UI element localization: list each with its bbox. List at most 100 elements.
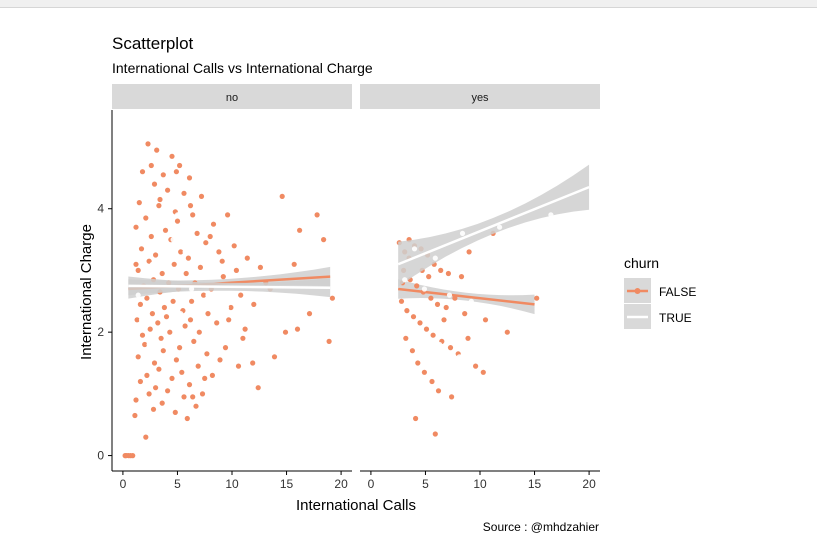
point-false <box>181 394 187 400</box>
point-false <box>151 181 158 187</box>
point-true <box>172 329 178 335</box>
point-false <box>142 341 148 348</box>
point-false <box>183 270 189 277</box>
x-tick-label: 15 <box>528 477 542 491</box>
point-false <box>225 212 231 218</box>
point-false <box>219 258 225 264</box>
point-true <box>402 277 408 283</box>
point-false <box>430 332 436 338</box>
point-false <box>199 391 206 397</box>
point-true <box>497 224 503 230</box>
point-false <box>294 326 301 332</box>
point-false <box>179 369 185 375</box>
series-true-no <box>128 206 331 372</box>
point-false <box>291 261 297 267</box>
point-false <box>429 378 435 385</box>
point-false <box>137 378 143 385</box>
x-tick-label: 5 <box>174 477 181 491</box>
point-false <box>132 412 138 419</box>
point-true <box>479 255 485 261</box>
point-false <box>404 308 410 314</box>
point-true <box>405 206 411 212</box>
point-false <box>154 147 160 153</box>
point-false <box>173 357 179 363</box>
x-tick-label: 20 <box>582 477 596 491</box>
point-false <box>250 360 256 366</box>
point-false <box>203 240 209 246</box>
point-false <box>214 320 220 326</box>
point-false <box>197 264 203 270</box>
point-false <box>255 385 261 391</box>
point-false <box>217 357 223 363</box>
point-false <box>482 317 489 323</box>
point-false <box>172 409 178 415</box>
point-false <box>173 169 179 175</box>
point-true <box>174 212 181 218</box>
point-false <box>257 264 263 270</box>
point-false <box>159 400 165 406</box>
point-false <box>160 348 166 354</box>
point-false <box>186 175 193 181</box>
point-true <box>398 150 405 156</box>
point-true <box>146 341 152 348</box>
point-false <box>222 345 229 351</box>
point-false <box>150 406 157 412</box>
facet-strip-label-yes: yes <box>471 92 489 104</box>
point-false <box>134 317 140 323</box>
point-false <box>329 295 335 301</box>
point-false <box>279 193 285 199</box>
y-tick-label: 2 <box>97 325 104 339</box>
point-false <box>409 348 415 354</box>
point-false <box>190 394 196 400</box>
point-false <box>202 375 208 381</box>
point-true <box>390 366 396 372</box>
point-false <box>403 335 409 341</box>
point-false <box>201 292 207 298</box>
point-false <box>435 388 442 394</box>
point-false <box>187 203 194 209</box>
point-true <box>453 187 459 193</box>
point-false <box>231 243 237 249</box>
point-true <box>382 311 388 317</box>
point-false <box>123 453 129 459</box>
point-true <box>185 354 191 360</box>
facet-strip-no <box>112 84 352 109</box>
point-false <box>160 172 166 178</box>
point-false <box>143 434 149 440</box>
point-false <box>147 326 153 332</box>
point-true <box>170 237 176 243</box>
point-false <box>462 311 468 317</box>
point-false <box>143 215 149 221</box>
point-true <box>433 178 439 184</box>
point-false <box>148 233 154 240</box>
legend-label-true: TRUE <box>659 311 692 325</box>
point-false <box>421 369 427 375</box>
point-false <box>151 360 158 366</box>
chart-subtitle: International Calls vs International Cha… <box>112 60 373 76</box>
x-axis-label: International Calls <box>296 497 416 514</box>
point-true <box>441 218 447 224</box>
point-false <box>138 246 145 252</box>
series-false-no <box>122 141 335 459</box>
plot-area-no <box>122 141 335 459</box>
point-false <box>282 329 289 335</box>
point-false <box>251 301 257 307</box>
point-false <box>144 295 150 301</box>
point-false <box>242 326 248 332</box>
point-false <box>146 391 152 397</box>
point-false <box>133 261 139 267</box>
point-true <box>138 317 145 323</box>
point-false <box>504 329 510 335</box>
point-true <box>153 243 159 249</box>
point-false <box>445 270 451 277</box>
point-true <box>421 286 427 292</box>
point-false <box>171 261 177 267</box>
browser-top-bar <box>0 0 817 8</box>
facet-strip-label-no: no <box>226 92 238 104</box>
point-false <box>159 270 165 277</box>
point-false <box>297 227 303 233</box>
point-false <box>452 295 458 301</box>
point-true <box>392 233 398 240</box>
point-false <box>158 335 164 341</box>
